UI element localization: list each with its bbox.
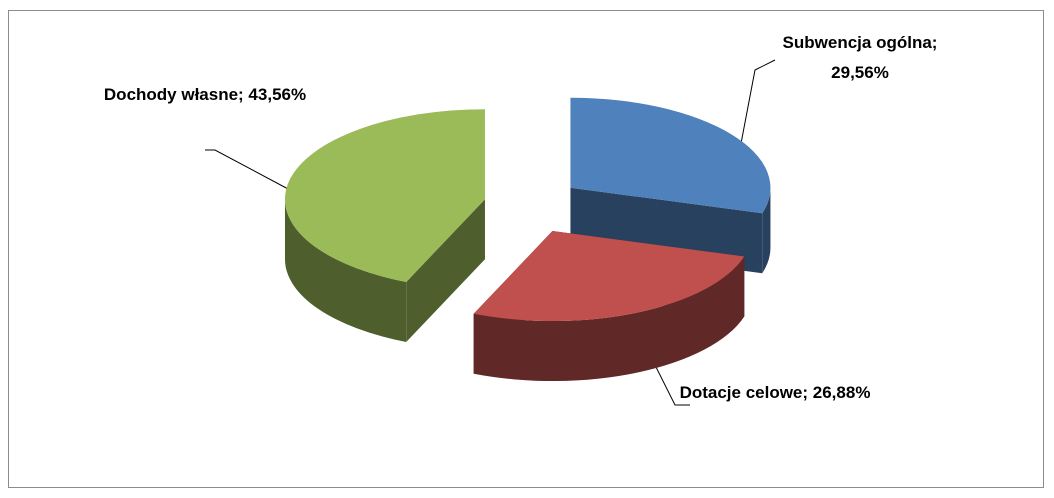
slice (473, 231, 745, 322)
data-label: Dochody własne; 43,56% (103, 85, 307, 104)
slice (284, 109, 485, 282)
data-label: Dotacje celowe; 26,88% (679, 383, 871, 402)
slice-side (284, 199, 407, 342)
slice-side (473, 256, 745, 382)
slice (570, 97, 771, 214)
pie (284, 97, 771, 382)
leader-line (205, 149, 291, 191)
slice-side (762, 187, 771, 274)
data-label: Subwencja ogólna; 29,56% (782, 33, 938, 82)
slice-side (406, 199, 485, 342)
leader-line (734, 59, 776, 176)
chart-frame (8, 10, 1044, 488)
